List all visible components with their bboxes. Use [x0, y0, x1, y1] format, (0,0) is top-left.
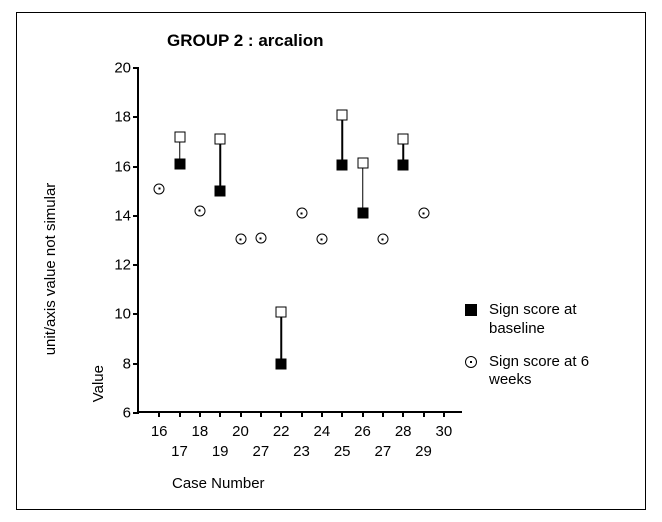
marker-weeks6 — [418, 208, 429, 219]
x-tick-label: 26 — [354, 423, 371, 440]
y-axis-label-bottom: Value — [90, 365, 107, 402]
x-tick-label: 23 — [293, 443, 310, 460]
x-tick-label: 29 — [415, 443, 432, 460]
x-tick-label: 19 — [212, 443, 229, 460]
marker-weeks6 — [235, 234, 246, 245]
marker-baseline-open — [174, 132, 185, 143]
y-axis-label-top: unit/axis value not simular — [42, 182, 59, 355]
marker-baseline-open — [215, 134, 226, 145]
marker-baseline — [174, 159, 185, 170]
x-tick — [402, 411, 404, 417]
x-tick-label: 22 — [273, 423, 290, 440]
marker-baseline-open — [337, 109, 348, 120]
legend-item-baseline: Sign score at baseline — [465, 301, 615, 339]
marker-baseline-open — [398, 134, 409, 145]
marker-baseline-open — [357, 157, 368, 168]
x-tick — [382, 411, 384, 417]
marker-weeks6 — [255, 233, 266, 244]
y-tick — [133, 166, 139, 168]
x-tick — [260, 411, 262, 417]
x-tick — [321, 411, 323, 417]
y-tick-label: 16 — [101, 158, 131, 175]
chart-title: GROUP 2 : arcalion — [167, 31, 324, 51]
x-tick-label: 24 — [313, 423, 330, 440]
y-tick — [133, 215, 139, 217]
legend: Sign score at baseline Sign score at 6 w… — [465, 301, 615, 404]
marker-weeks6 — [154, 183, 165, 194]
marker-baseline — [276, 358, 287, 369]
legend-label: Sign score at baseline — [489, 301, 615, 339]
legend-swatch-open-circle — [465, 356, 477, 368]
x-axis-label: Case Number — [172, 475, 265, 492]
marker-baseline — [357, 208, 368, 219]
plot-area: 6810121416182016171819202722232425262728… — [137, 68, 462, 413]
legend-label: Sign score at 6 weeks — [489, 353, 615, 391]
x-tick — [158, 411, 160, 417]
y-axis-label-block: unit/axis value not simular — [59, 88, 79, 449]
y-tick-label: 10 — [101, 306, 131, 323]
marker-weeks6 — [316, 234, 327, 245]
marker-baseline — [337, 160, 348, 171]
y-tick-label: 20 — [101, 60, 131, 77]
marker-baseline — [398, 160, 409, 171]
y-tick — [133, 264, 139, 266]
x-tick — [280, 411, 282, 417]
x-tick — [179, 411, 181, 417]
marker-weeks6 — [377, 234, 388, 245]
x-tick — [199, 411, 201, 417]
x-tick-label: 28 — [395, 423, 412, 440]
legend-item-weeks6: Sign score at 6 weeks — [465, 353, 615, 391]
x-tick-label: 27 — [252, 443, 269, 460]
x-tick — [219, 411, 221, 417]
marker-baseline-open — [276, 306, 287, 317]
y-tick-label: 18 — [101, 109, 131, 126]
marker-baseline — [215, 186, 226, 197]
connector-line — [219, 139, 221, 191]
x-tick-label: 27 — [374, 443, 391, 460]
y-tick-label: 6 — [101, 405, 131, 422]
x-tick-label: 16 — [151, 423, 168, 440]
y-tick — [133, 363, 139, 365]
chart-panel: GROUP 2 : arcalion 681012141618201617181… — [16, 12, 646, 510]
connector-line — [341, 115, 343, 166]
marker-weeks6 — [194, 205, 205, 216]
x-tick-label: 17 — [171, 443, 188, 460]
x-tick — [423, 411, 425, 417]
y-tick — [133, 116, 139, 118]
y-tick-label: 12 — [101, 257, 131, 274]
x-tick — [240, 411, 242, 417]
connector-line — [362, 163, 364, 214]
x-tick — [443, 411, 445, 417]
legend-swatch-filled-square — [465, 304, 477, 316]
x-tick-label: 30 — [435, 423, 452, 440]
x-tick — [362, 411, 364, 417]
x-tick-label: 25 — [334, 443, 351, 460]
connector-line — [280, 312, 282, 364]
x-tick — [301, 411, 303, 417]
x-tick-label: 18 — [191, 423, 208, 440]
x-tick — [341, 411, 343, 417]
y-tick — [133, 313, 139, 315]
y-tick — [133, 412, 139, 414]
x-tick-label: 20 — [232, 423, 249, 440]
y-tick — [133, 67, 139, 69]
chart-frame: GROUP 2 : arcalion 681012141618201617181… — [0, 0, 662, 522]
marker-weeks6 — [296, 208, 307, 219]
y-tick-label: 14 — [101, 207, 131, 224]
